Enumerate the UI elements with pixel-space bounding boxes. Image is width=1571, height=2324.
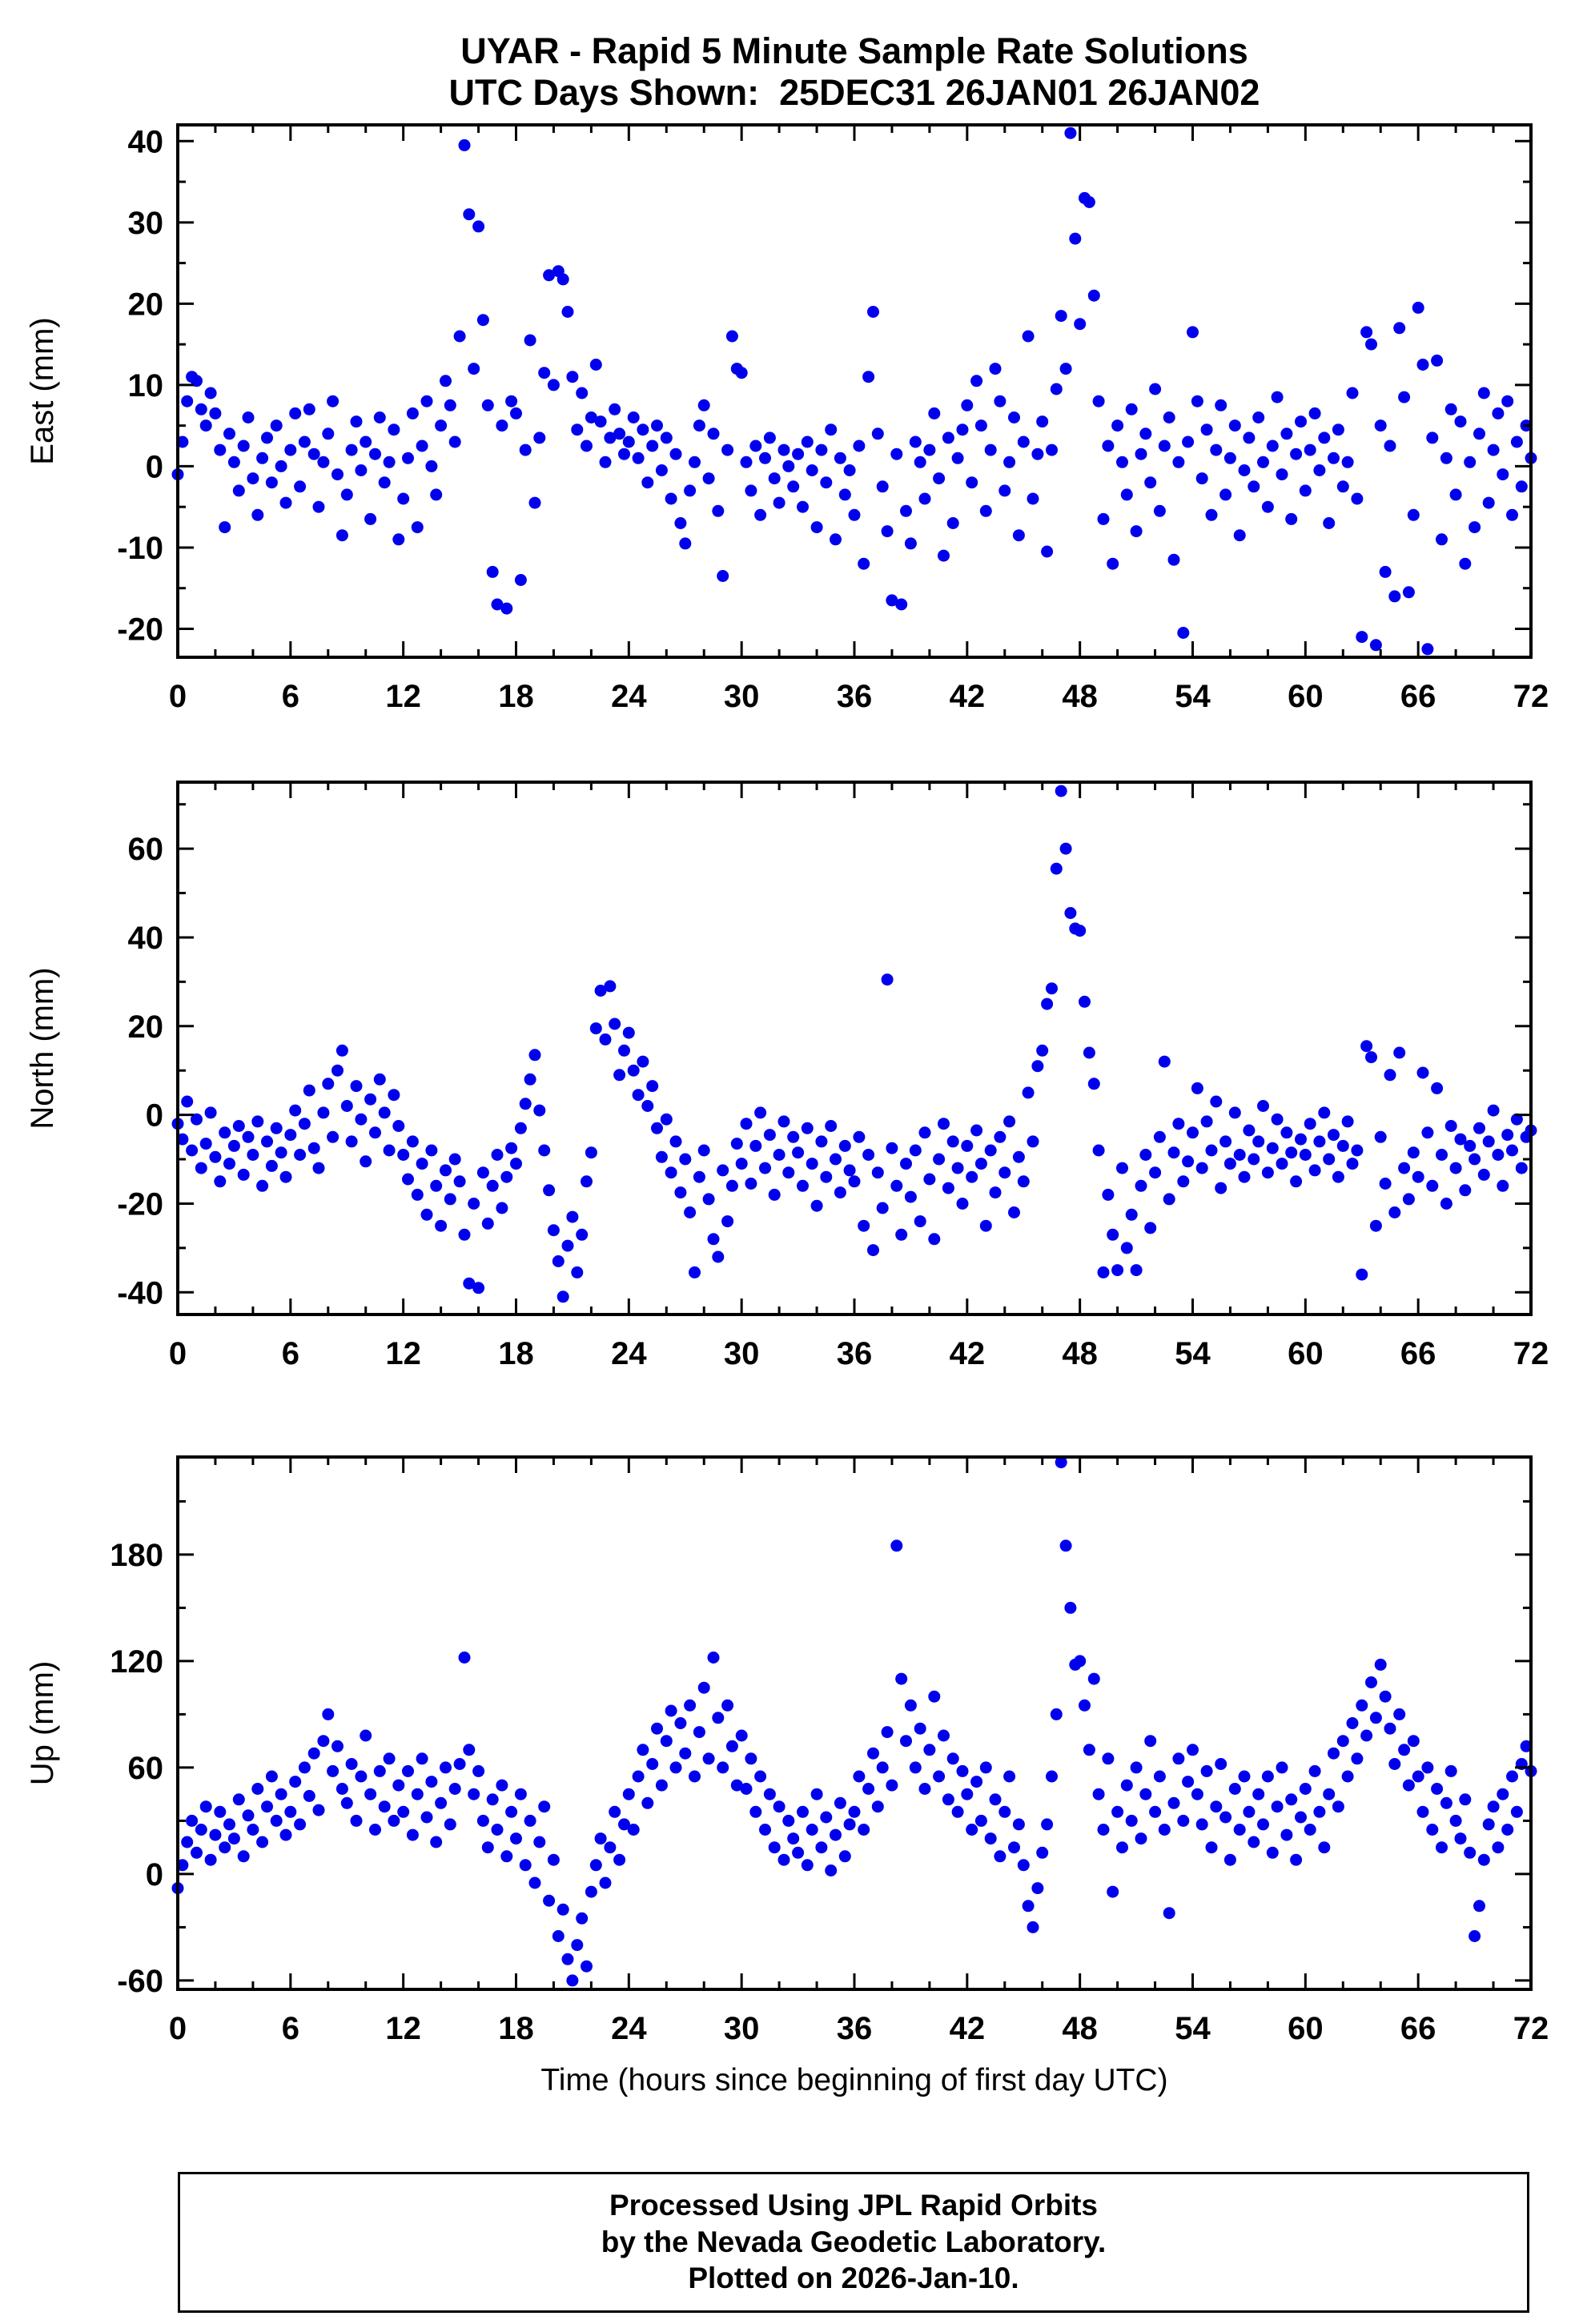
north-axis-title: North (mm) bbox=[25, 968, 60, 1130]
east-ytick-label: 30 bbox=[128, 206, 164, 241]
chart-title: UYAR - Rapid 5 Minute Sample Rate Soluti… bbox=[0, 0, 1571, 114]
up-xtick-label: 66 bbox=[1400, 2011, 1436, 2046]
east-xtick-label: 60 bbox=[1288, 679, 1324, 714]
east-axis-title: East (mm) bbox=[25, 318, 60, 465]
east-xtick-label: 42 bbox=[950, 679, 986, 714]
north-ytick-label: 60 bbox=[128, 833, 164, 868]
north-xtick-label: 30 bbox=[724, 1336, 760, 1371]
up-ytick-label: -60 bbox=[117, 1964, 163, 1999]
up-xtick-label: 54 bbox=[1175, 2011, 1211, 2046]
up-ytick-label: 0 bbox=[146, 1857, 163, 1893]
up-xtick-label: 30 bbox=[724, 2011, 760, 2046]
east-ytick-label: 10 bbox=[128, 368, 164, 403]
up-ytick-label: 60 bbox=[128, 1751, 164, 1786]
up-frame bbox=[176, 1455, 1533, 1992]
east-xtick-label: 48 bbox=[1062, 679, 1098, 714]
north-xtick-label: 12 bbox=[385, 1336, 421, 1371]
north-points bbox=[171, 785, 1537, 1303]
east-points bbox=[171, 127, 1537, 656]
up-xtick-label: 72 bbox=[1513, 2011, 1549, 2046]
up-ytick-label: 120 bbox=[110, 1644, 163, 1680]
east-xtick-label: 24 bbox=[611, 679, 647, 714]
north-ytick-label: 0 bbox=[146, 1098, 163, 1134]
east-xtick-label: 66 bbox=[1400, 679, 1436, 714]
north-xtick-label: 0 bbox=[169, 1336, 187, 1371]
north-xtick-label: 6 bbox=[282, 1336, 299, 1371]
north-frame bbox=[176, 781, 1533, 1317]
east-xtick-label: 30 bbox=[724, 679, 760, 714]
east-ytick-label: 0 bbox=[146, 450, 163, 485]
chart-title-line2: UTC Days Shown: 25DEC31 26JAN01 26JAN02 bbox=[448, 72, 1260, 114]
north-xtick-label: 24 bbox=[611, 1336, 647, 1371]
up-xtick-label: 12 bbox=[385, 2011, 421, 2046]
north-xtick-label: 72 bbox=[1513, 1336, 1549, 1371]
x-axis-label: Time (hours since beginning of first day… bbox=[540, 2063, 1168, 2098]
east-ytick-label: -10 bbox=[117, 531, 163, 566]
footer-box: Processed Using JPL Rapid Orbits by the … bbox=[178, 2172, 1529, 2313]
up-xtick-label: 0 bbox=[169, 2011, 187, 2046]
up-xtick-label: 24 bbox=[611, 2011, 647, 2046]
footer-line-3: Plotted on 2026-Jan-10. bbox=[688, 2261, 1019, 2294]
footer-line-1: Processed Using JPL Rapid Orbits bbox=[609, 2189, 1098, 2222]
north-xtick-label: 66 bbox=[1400, 1336, 1436, 1371]
east-xtick-label: 72 bbox=[1513, 679, 1549, 714]
east-ytick-label: 20 bbox=[128, 287, 164, 323]
up-points bbox=[171, 1456, 1537, 1987]
north-xtick-label: 18 bbox=[498, 1336, 534, 1371]
north-xtick-label: 60 bbox=[1288, 1336, 1324, 1371]
up-xtick-label: 48 bbox=[1062, 2011, 1098, 2046]
north-xtick-label: 42 bbox=[950, 1336, 986, 1371]
north-ytick-label: 20 bbox=[128, 1009, 164, 1045]
east-xtick-label: 12 bbox=[385, 679, 421, 714]
up-ytick-label: 180 bbox=[110, 1538, 163, 1573]
north-xtick-label: 48 bbox=[1062, 1336, 1098, 1371]
east-ytick-label: 40 bbox=[128, 125, 164, 160]
north-xtick-label: 54 bbox=[1175, 1336, 1211, 1371]
east-xtick-label: 18 bbox=[498, 679, 534, 714]
east-xtick-label: 36 bbox=[837, 679, 873, 714]
east-frame bbox=[176, 123, 1533, 660]
east-ytick-label: -20 bbox=[117, 612, 163, 648]
up-xtick-label: 18 bbox=[498, 2011, 534, 2046]
up-xtick-label: 60 bbox=[1288, 2011, 1324, 2046]
east-xtick-label: 6 bbox=[282, 679, 299, 714]
north-xtick-label: 36 bbox=[837, 1336, 873, 1371]
up-xtick-label: 36 bbox=[837, 2011, 873, 2046]
north-ytick-label: -20 bbox=[117, 1187, 163, 1222]
up-xtick-label: 42 bbox=[950, 2011, 986, 2046]
chart-title-line1: UYAR - Rapid 5 Minute Sample Rate Soluti… bbox=[460, 30, 1248, 71]
east-xtick-label: 0 bbox=[169, 679, 187, 714]
east-xtick-label: 54 bbox=[1175, 679, 1211, 714]
footer-line-2: by the Nevada Geodetic Laboratory. bbox=[601, 2225, 1107, 2258]
north-ytick-label: -40 bbox=[117, 1276, 163, 1311]
up-axis-title: Up (mm) bbox=[25, 1661, 60, 1786]
up-xtick-label: 6 bbox=[282, 2011, 299, 2046]
east-panel-plot: 0 6 12 18 24 30 36 42 48 54 60 66 72 -20 -10 0 10 20 30 40 E… bbox=[25, 123, 1549, 714]
north-panel-plot: 0 6 12 18 24 30 36 42 48 54 60 66 72 -40 -20 0 20 40 60 Nor… bbox=[25, 781, 1549, 1371]
north-ytick-label: 40 bbox=[128, 921, 164, 956]
